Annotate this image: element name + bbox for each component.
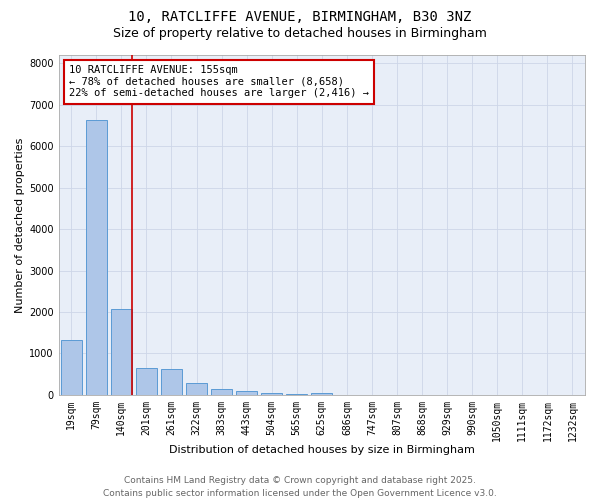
Bar: [236, 390, 257, 395]
Text: Size of property relative to detached houses in Birmingham: Size of property relative to detached ho…: [113, 28, 487, 40]
Bar: [211, 389, 232, 395]
X-axis label: Distribution of detached houses by size in Birmingham: Distribution of detached houses by size …: [169, 445, 475, 455]
Bar: [161, 369, 182, 395]
Text: 10 RATCLIFFE AVENUE: 155sqm
← 78% of detached houses are smaller (8,658)
22% of : 10 RATCLIFFE AVENUE: 155sqm ← 78% of det…: [69, 65, 369, 98]
Text: 10, RATCLIFFE AVENUE, BIRMINGHAM, B30 3NZ: 10, RATCLIFFE AVENUE, BIRMINGHAM, B30 3N…: [128, 10, 472, 24]
Bar: [86, 120, 107, 395]
Bar: [110, 308, 132, 395]
Text: Contains HM Land Registry data © Crown copyright and database right 2025.
Contai: Contains HM Land Registry data © Crown c…: [103, 476, 497, 498]
Bar: [186, 383, 207, 395]
Bar: [61, 340, 82, 395]
Y-axis label: Number of detached properties: Number of detached properties: [15, 137, 25, 312]
Bar: [286, 394, 307, 395]
Bar: [261, 393, 283, 395]
Bar: [311, 393, 332, 395]
Bar: [136, 368, 157, 395]
